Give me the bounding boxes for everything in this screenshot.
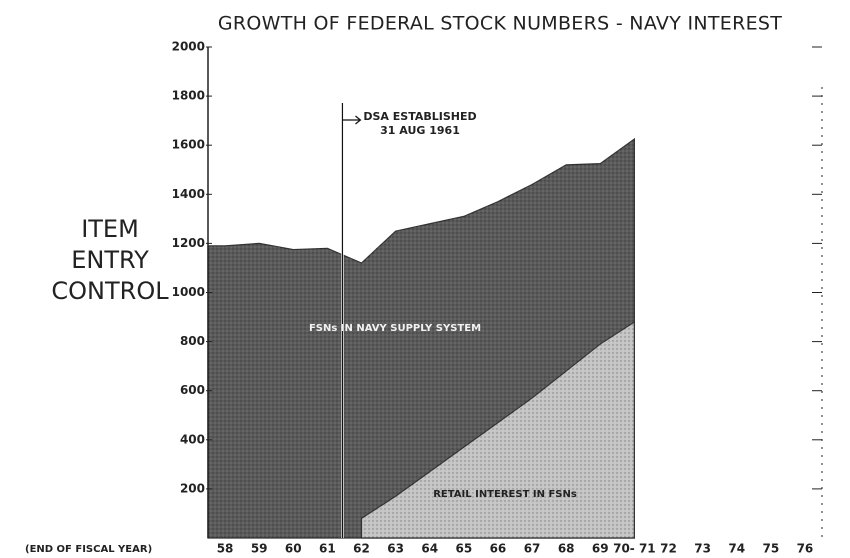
- x-tick-label: 62: [353, 542, 370, 556]
- series-label: FSNs IN NAVY SUPPLY SYSTEM: [309, 323, 481, 334]
- y-axis-label: ITEM: [81, 215, 139, 243]
- x-tick-label: 72: [660, 542, 677, 556]
- y-tick-label: 2000: [172, 40, 205, 54]
- y-tick-label: 1800: [172, 89, 205, 103]
- x-tick-label: 68: [558, 542, 575, 556]
- x-tick-label: 73: [694, 542, 711, 556]
- y-tick-label: 1600: [172, 138, 205, 152]
- x-tick-label: 76: [797, 542, 814, 556]
- chart-title: GROWTH OF FEDERAL STOCK NUMBERS - NAVY I…: [218, 13, 782, 35]
- x-tick-label: 65: [455, 542, 472, 556]
- y-tick-label: 1000: [172, 285, 205, 299]
- y-tick-label: 600: [180, 383, 205, 397]
- y-tick-label: 800: [180, 334, 205, 348]
- annotation-arrow: [342, 115, 362, 125]
- x-tick-label: 60: [285, 542, 302, 556]
- x-tick-label: 63: [387, 542, 404, 556]
- x-tick-label: 69: [592, 542, 609, 556]
- x-tick-label: 67: [524, 542, 541, 556]
- y-tick-label: 1200: [172, 236, 205, 250]
- x-tick-label: 64: [421, 542, 438, 556]
- y-tick-label: 1400: [172, 187, 205, 201]
- x-tick-label: 74: [728, 542, 745, 556]
- series-label: RETAIL INTEREST IN FSNs: [433, 489, 577, 500]
- x-axis-label: (END OF FISCAL YEAR): [25, 544, 152, 555]
- area-texture: [361, 321, 635, 538]
- annotation: 31 AUG 1961: [380, 124, 460, 137]
- x-tick-label: 70- 71: [613, 542, 656, 556]
- y-tick-label: 200: [180, 481, 205, 495]
- x-tick-label: 75: [762, 542, 779, 556]
- annotation: DSA ESTABLISHED: [363, 110, 476, 123]
- x-tick-label: 59: [251, 542, 268, 556]
- y-tick-label: 400: [180, 432, 205, 446]
- y-axis-label: ENTRY: [71, 246, 149, 274]
- x-tick-label: 58: [217, 542, 234, 556]
- x-tick-label: 61: [319, 542, 336, 556]
- x-tick-label: 66: [490, 542, 507, 556]
- y-axis-label: CONTROL: [51, 277, 169, 305]
